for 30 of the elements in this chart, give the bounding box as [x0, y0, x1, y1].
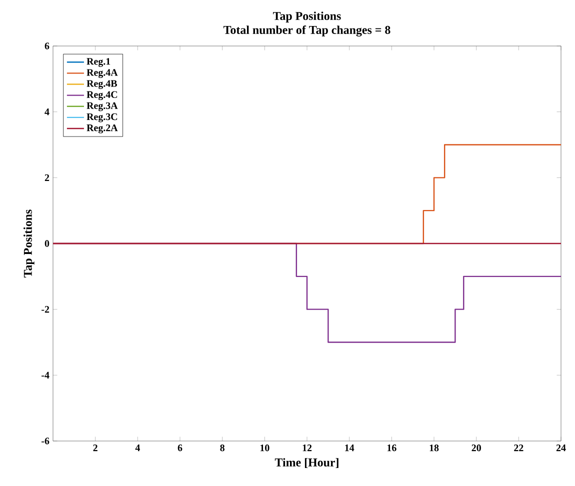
y-tick-label: 2 — [44, 174, 50, 181]
chart-subtitle: Total number of Tap changes = 8 — [224, 25, 390, 37]
x-tick-label: 2 — [93, 444, 98, 452]
y-tick-label: 0 — [44, 240, 50, 247]
legend-label: Reg.4A — [86, 69, 118, 78]
x-tick-label: 20 — [472, 444, 481, 452]
y-tick-label: 6 — [44, 42, 50, 50]
x-tick-label: 18 — [430, 444, 439, 452]
x-tick-label: 16 — [387, 444, 396, 452]
y-tick-label: -4 — [42, 372, 50, 378]
x-tick-label: 12 — [302, 444, 312, 452]
x-tick-label: 10 — [260, 444, 270, 452]
chart-title: Tap Positions — [273, 12, 341, 22]
x-tick-label: 4 — [135, 444, 140, 452]
legend-label: Reg.1 — [86, 58, 110, 67]
x-tick-label: 24 — [556, 444, 566, 452]
y-tick-label: -6 — [42, 438, 50, 444]
legend-label: Reg.4B — [86, 80, 117, 89]
x-tick-label: 22 — [514, 444, 524, 452]
legend-label: Reg.3A — [86, 102, 118, 112]
legend-label: Reg.3C — [86, 113, 118, 122]
y-axis-title: Tap Positions — [24, 210, 34, 278]
x-tick-label: 14 — [345, 444, 354, 452]
legend-label: Reg.2A — [86, 124, 118, 134]
x-axis-title: Time [Hour] — [274, 458, 338, 468]
x-tick-label: 6 — [178, 444, 182, 452]
legend-label: Reg.4C — [86, 91, 118, 100]
y-tick-label: -2 — [42, 306, 50, 313]
y-tick-label: 4 — [44, 108, 50, 116]
x-tick-label: 8 — [220, 444, 224, 452]
